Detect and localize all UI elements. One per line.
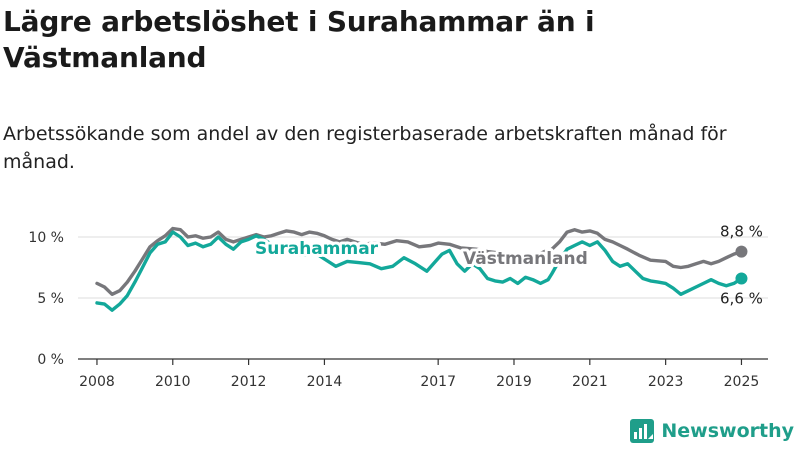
y-tick-label: 0 % [37, 352, 64, 368]
x-tick-label: 2025 [724, 374, 760, 390]
end-value-label: 8,8 % [720, 223, 763, 241]
grid-layer: 0 % 5 % 10 % [28, 230, 768, 368]
newsworthy-logo: Newsworthy [629, 418, 794, 444]
series-line-surahammar [95, 230, 744, 312]
series-layer [95, 226, 748, 312]
chart-subtitle: Arbetssökande som andel av den registerb… [3, 123, 727, 173]
x-tick-label: 2008 [79, 374, 115, 390]
series-line-västmanland [95, 226, 744, 296]
x-tick-label: 2019 [496, 374, 532, 390]
x-tick-label: 2012 [231, 374, 267, 390]
x-tick-label: 2010 [155, 374, 191, 390]
x-tick-label: 2023 [648, 374, 684, 390]
chart-title: Lägre arbetslöshet i Surahammar än i Väs… [3, 5, 595, 74]
y-tick-label: 5 % [37, 291, 64, 307]
end-point-västmanland [735, 245, 748, 258]
series-label-halo: Västmanland [463, 249, 588, 269]
x-tick-label: 2017 [420, 374, 456, 390]
end-value-label: 6,6 % [720, 289, 763, 307]
end-point-surahammar [735, 272, 748, 285]
series-label: Västmanland [463, 249, 588, 269]
y-tick-label: 10 % [28, 230, 64, 246]
x-tick-label: 2014 [307, 374, 343, 390]
x-axis: 2008 2010 2012 2014 2017 2019 2021 2023 2025 [78, 358, 768, 390]
brand-name: Newsworthy [661, 420, 794, 442]
newsworthy-icon [630, 419, 655, 443]
series-label: Surahammar [255, 239, 379, 259]
series-label-halo: Surahammar [255, 239, 379, 259]
x-tick-label: 2021 [572, 374, 608, 390]
